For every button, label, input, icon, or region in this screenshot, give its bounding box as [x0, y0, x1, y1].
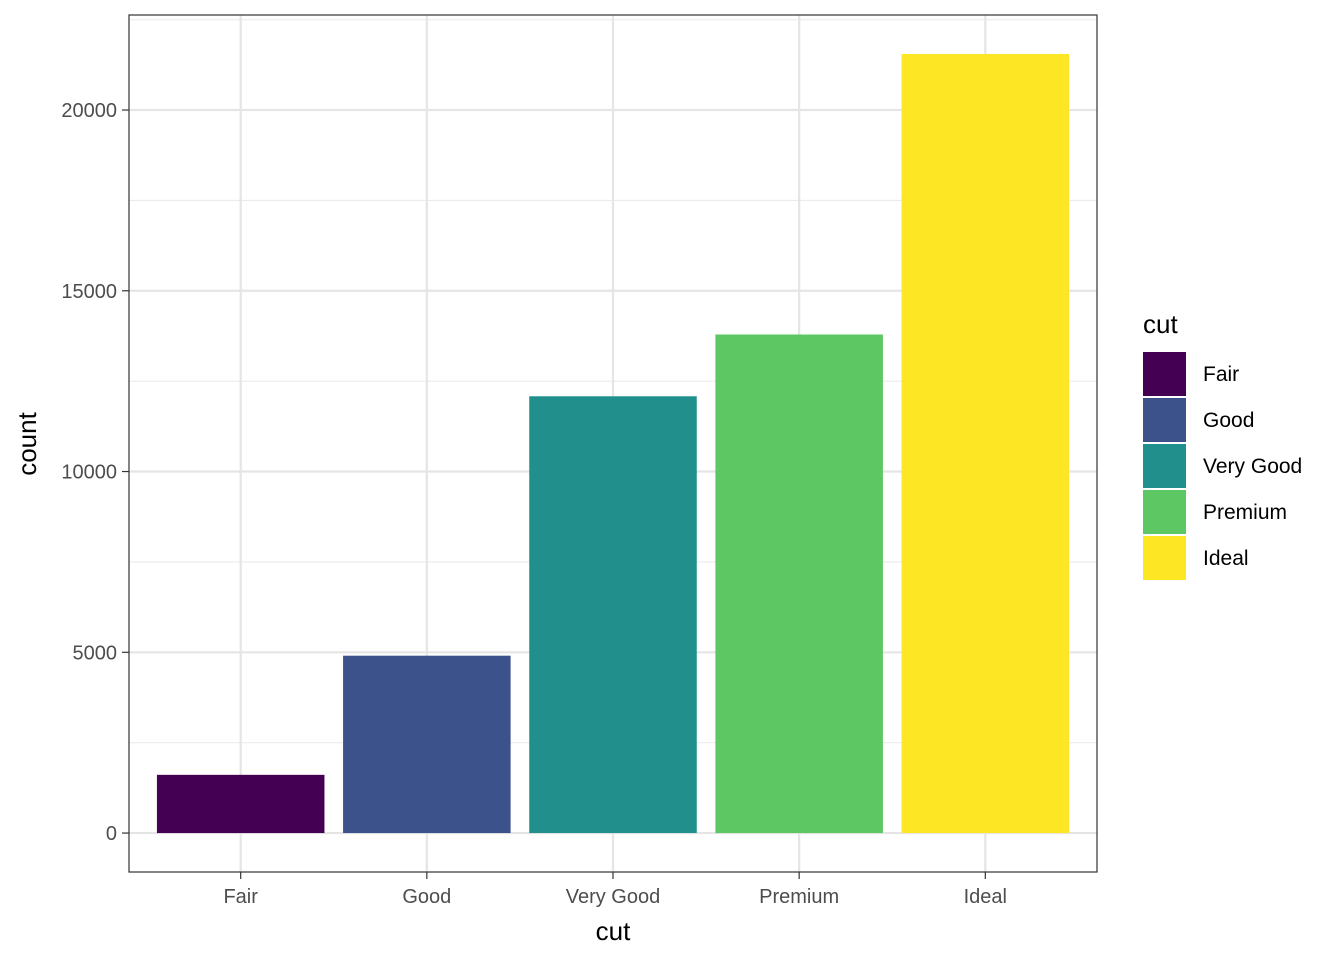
legend-label: Fair [1203, 363, 1239, 386]
bar-fair [156, 774, 325, 834]
y-tick-label: 15000 [61, 281, 117, 303]
x-tick-label: Fair [223, 886, 258, 908]
legend-label: Very Good [1203, 455, 1302, 478]
x-tick-label: Ideal [964, 886, 1007, 908]
bar-good [343, 655, 511, 834]
legend-key-good [1143, 398, 1186, 442]
bar-premium [715, 334, 883, 834]
legend: cut Fair Good Very Good Premium Ideal [1143, 309, 1302, 580]
y-axis-title: count [12, 411, 42, 475]
axis-ticks: 0 5000 10000 15000 20000 Fair Good Very Good Pre… [61, 100, 1007, 908]
legend-key-premium [1143, 490, 1186, 534]
x-tick-label: Very Good [566, 886, 661, 908]
x-axis-title: cut [596, 916, 631, 946]
legend-key-very-good [1143, 444, 1186, 488]
bar-ideal [901, 53, 1070, 834]
legend-key-ideal [1143, 536, 1186, 580]
x-tick-label: Good [402, 886, 451, 908]
legend-key-fair [1143, 352, 1186, 396]
y-tick-label: 5000 [73, 642, 118, 664]
y-tick-label: 0 [106, 823, 117, 845]
bar-very-good [529, 396, 697, 834]
y-tick-label: 20000 [61, 100, 117, 122]
bars [156, 53, 1070, 834]
legend-items: Fair Good Very Good Premium Ideal [1143, 352, 1302, 580]
legend-label: Premium [1203, 501, 1287, 524]
legend-label: Good [1203, 409, 1254, 432]
y-tick-label: 10000 [61, 462, 117, 484]
legend-title: cut [1143, 309, 1178, 339]
legend-label: Ideal [1203, 547, 1249, 570]
x-tick-label: Premium [759, 886, 839, 908]
